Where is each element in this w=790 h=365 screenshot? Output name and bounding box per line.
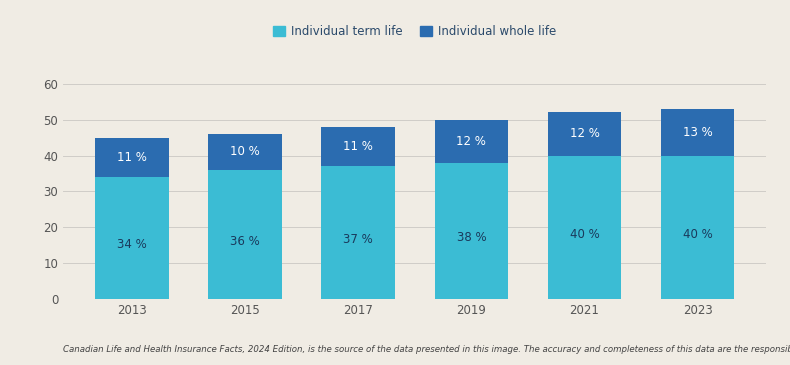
Legend: Individual term life, Individual whole life: Individual term life, Individual whole l… xyxy=(269,20,561,43)
Text: 38 %: 38 % xyxy=(457,231,486,244)
Bar xyxy=(660,109,735,155)
Bar xyxy=(209,170,282,299)
Text: 37 %: 37 % xyxy=(344,233,373,246)
Text: 12 %: 12 % xyxy=(457,135,487,148)
Text: 10 %: 10 % xyxy=(230,145,260,158)
Bar xyxy=(435,163,508,299)
Text: 40 %: 40 % xyxy=(683,228,713,241)
Bar xyxy=(95,177,169,299)
Bar xyxy=(660,155,735,299)
Text: 13 %: 13 % xyxy=(683,126,713,139)
Text: 34 %: 34 % xyxy=(117,238,147,251)
Text: 11 %: 11 % xyxy=(343,140,373,153)
Bar xyxy=(547,155,621,299)
Bar xyxy=(322,166,395,299)
Bar xyxy=(322,127,395,166)
Bar xyxy=(209,134,282,170)
Text: 12 %: 12 % xyxy=(570,127,600,141)
Bar xyxy=(435,120,508,163)
Bar xyxy=(95,138,169,177)
Text: 11 %: 11 % xyxy=(117,151,147,164)
Text: Canadian Life and Health Insurance Facts, 2024 Edition, is the source of the dat: Canadian Life and Health Insurance Facts… xyxy=(63,345,790,354)
Text: 40 %: 40 % xyxy=(570,228,600,241)
Bar xyxy=(547,112,621,155)
Text: 36 %: 36 % xyxy=(230,235,260,247)
